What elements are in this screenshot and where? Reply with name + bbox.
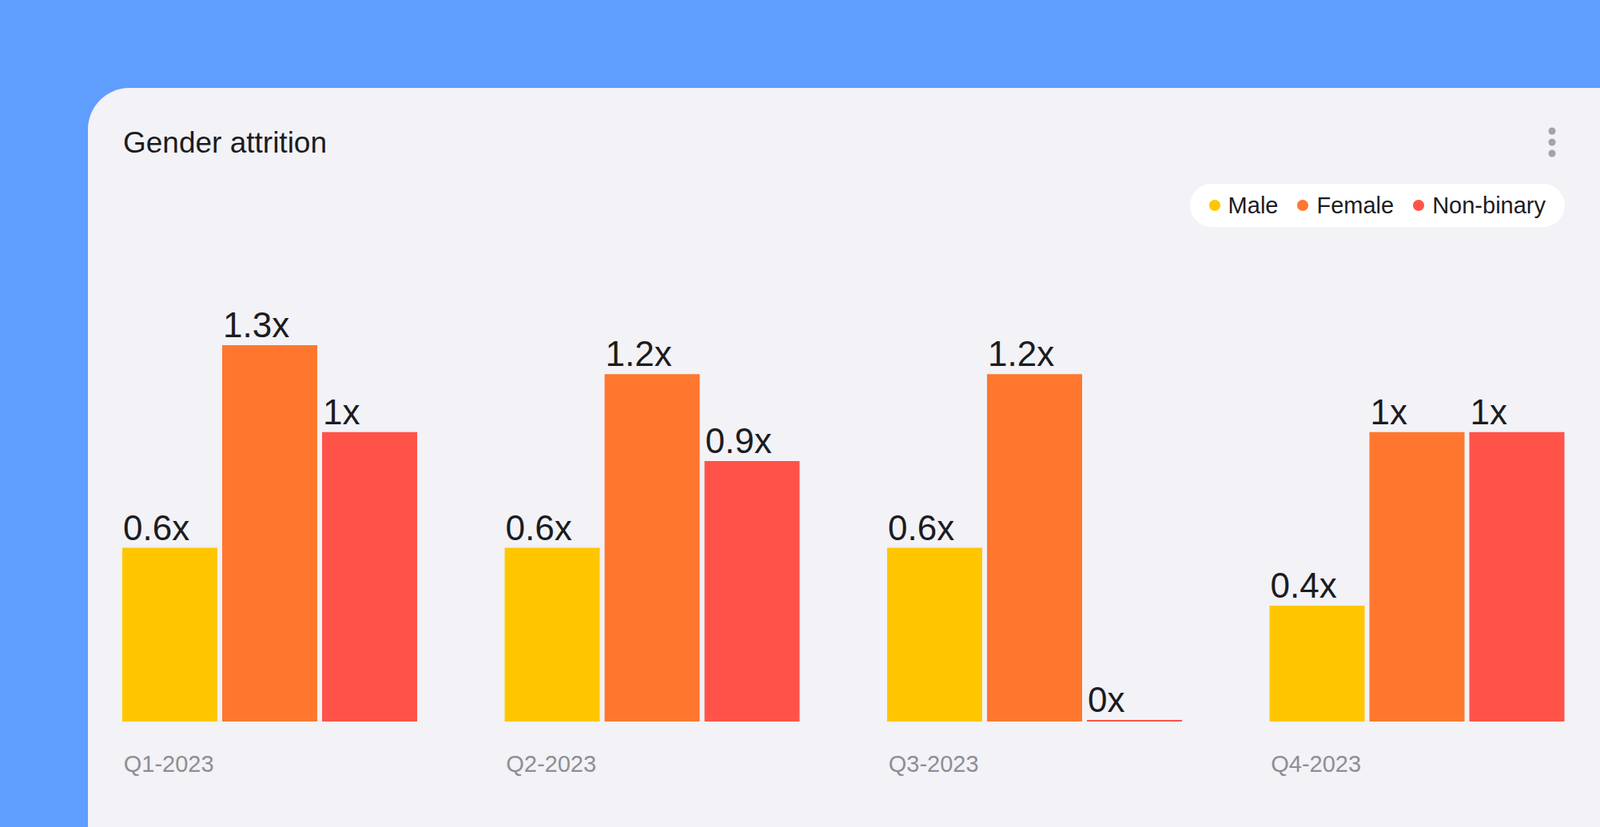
html-text:Gender attrition: Gender attrition: [123, 126, 327, 160]
svg-text:0x: 0x: [1087, 680, 1125, 720]
svg-text:1.2x: 1.2x: [605, 334, 673, 374]
svg-text:1.3x: 1.3x: [222, 305, 290, 345]
svg-text:Q4-2023: Q4-2023: [1270, 751, 1362, 777]
html-text:Female: Female: [1316, 192, 1394, 218]
html-text:Non-binary: Non-binary: [1432, 192, 1546, 218]
svg-text:0.6x: 0.6x: [887, 508, 955, 548]
svg-text:Q3-2023: Q3-2023: [888, 751, 980, 777]
svg-text:0.4x: 0.4x: [1270, 565, 1338, 605]
svg-text:Q1-2023: Q1-2023: [123, 751, 215, 777]
svg-text:1x: 1x: [1370, 392, 1408, 432]
svg-text:0.6x: 0.6x: [123, 508, 190, 548]
svg-text:0.9x: 0.9x: [705, 421, 773, 461]
svg-text:0.6x: 0.6x: [505, 508, 573, 548]
svg-text:1.2x: 1.2x: [987, 334, 1055, 374]
svg-text:1x: 1x: [1470, 392, 1508, 432]
html-text:Male: Male: [1228, 192, 1279, 218]
svg-text:1x: 1x: [322, 392, 360, 432]
svg-text:Q2-2023: Q2-2023: [505, 751, 597, 777]
